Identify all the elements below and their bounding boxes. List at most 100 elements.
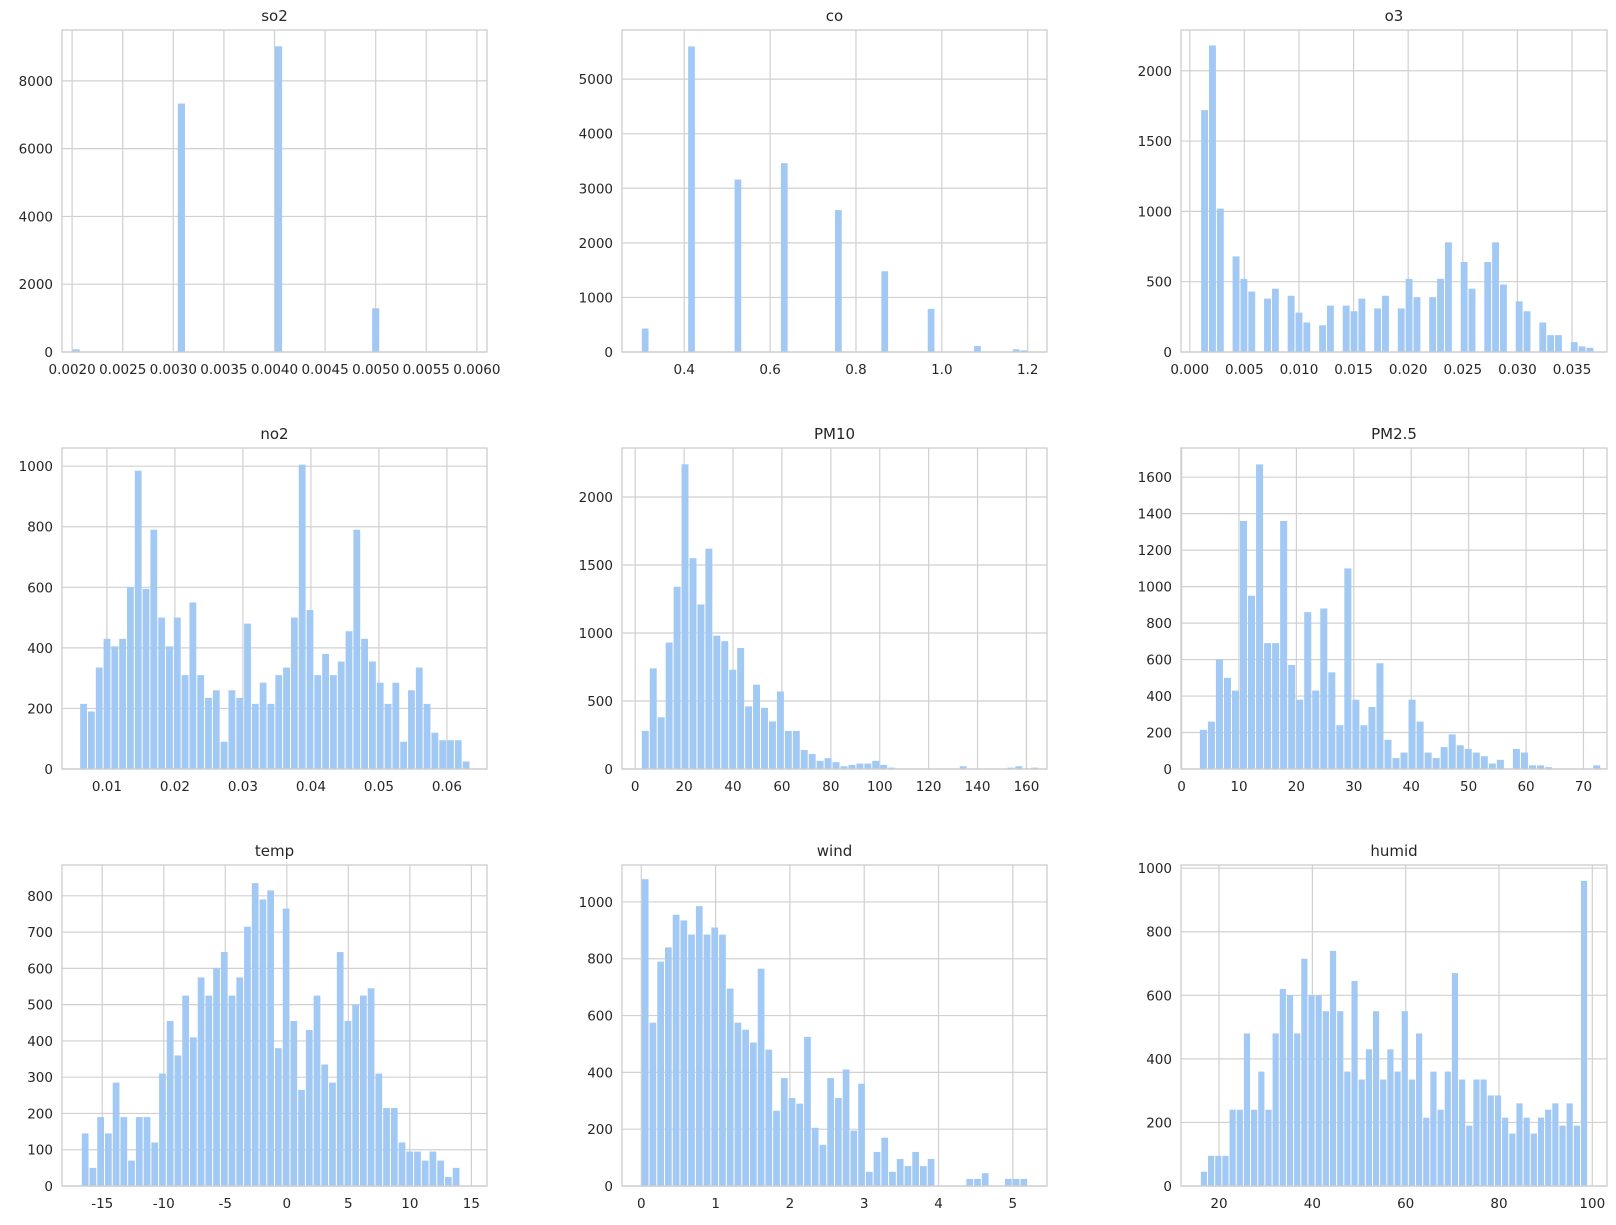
histogram-bar <box>765 1049 773 1186</box>
histogram-bar <box>1264 643 1272 769</box>
histogram-bar <box>1586 347 1594 352</box>
histogram-bar <box>750 1042 757 1186</box>
histogram-bar <box>1223 677 1231 769</box>
histogram-bar <box>1566 1103 1573 1186</box>
histogram-bar <box>452 1167 460 1186</box>
histogram-bar <box>726 988 734 1186</box>
histogram-bar <box>112 1082 120 1186</box>
histogram-bar <box>353 529 361 769</box>
histogram-bar <box>1199 729 1207 769</box>
y-tick-label: 800 <box>587 952 613 968</box>
histogram-bar <box>1408 1079 1416 1186</box>
histogram-bar <box>1279 988 1286 1186</box>
histogram-bar <box>1272 643 1280 769</box>
x-tick-label: 160 <box>1014 779 1040 795</box>
histogram-bar <box>872 760 880 769</box>
histogram-bar <box>665 642 673 769</box>
histogram-bar <box>1488 763 1496 769</box>
histogram-bar <box>205 995 213 1186</box>
histogram-bar <box>1573 1125 1580 1186</box>
histogram-bar <box>423 703 431 769</box>
y-tick-label: 600 <box>1146 653 1172 669</box>
x-tick-label: 0.005 <box>1225 362 1264 378</box>
axes-frame <box>1180 864 1608 1187</box>
x-tick-label: 0 <box>283 1196 292 1212</box>
histogram-bar <box>680 920 688 1186</box>
y-tick-label: 4000 <box>19 209 53 225</box>
histogram-bar <box>1012 1178 1020 1186</box>
histogram-bar <box>119 638 127 769</box>
histogram-bar <box>190 1037 197 1186</box>
histogram-bar <box>1423 1117 1430 1186</box>
histogram-bar <box>1539 322 1547 352</box>
subplot-title: o3 <box>1385 7 1404 25</box>
histogram-bar <box>641 328 649 352</box>
histogram-bar <box>445 1176 452 1186</box>
histogram-bar <box>1444 242 1452 352</box>
y-tick-label: 700 <box>27 925 53 941</box>
x-tick-label: 20 <box>1288 779 1305 795</box>
x-tick-label: 0.02 <box>160 779 190 795</box>
histogram-bar <box>282 908 290 1186</box>
histogram-bar <box>1296 699 1304 769</box>
histogram-bar <box>796 1103 804 1186</box>
histogram-bar <box>641 730 649 769</box>
histogram-bar <box>275 675 283 769</box>
histogram-bar <box>927 308 935 352</box>
x-tick-label: 0.0055 <box>403 362 450 378</box>
histogram-bar <box>713 635 721 769</box>
histogram-bar <box>1326 305 1334 352</box>
histogram-bar <box>824 758 832 769</box>
x-tick-label: 0.0030 <box>150 362 197 378</box>
histogram-bar <box>173 617 181 769</box>
histogram-bar <box>182 995 189 1186</box>
histogram-bar <box>275 46 283 353</box>
histogram-bar <box>189 602 197 769</box>
histogram-bar <box>259 682 267 769</box>
histogram-bar <box>1464 748 1472 769</box>
histogram-bar <box>1229 1109 1236 1186</box>
x-tick-label: -15 <box>91 1196 113 1212</box>
x-tick-label: 2 <box>786 1196 795 1212</box>
histogram-bar <box>1222 1155 1229 1186</box>
x-tick-label: 0.030 <box>1498 362 1537 378</box>
histogram-bar <box>158 617 166 769</box>
histogram-bar <box>321 1064 329 1186</box>
x-tick-label: 40 <box>724 779 741 795</box>
axes-frame <box>61 447 488 770</box>
histogram-bar <box>159 1073 166 1186</box>
histogram-bar <box>197 977 205 1186</box>
histogram-bar <box>850 1130 858 1186</box>
y-tick-label: 200 <box>1146 1115 1172 1131</box>
histogram-bar <box>742 1029 749 1186</box>
histogram-bar <box>383 1108 390 1186</box>
histogram-bar <box>827 1078 834 1186</box>
histogram-bar <box>848 764 856 769</box>
x-tick-label: 60 <box>773 779 790 795</box>
subplot-co: co 0.4 0.6 0.8 1.0 1.2 0 1000 2000 3000 4000 5000 <box>579 7 1048 378</box>
histogram-bar <box>1429 297 1437 352</box>
histogram-bar <box>259 899 267 1186</box>
x-tick-label: 80 <box>1490 1196 1507 1212</box>
y-tick-label: 800 <box>27 520 53 536</box>
histogram-bar <box>1520 752 1528 769</box>
histogram-bar <box>1248 595 1256 769</box>
subplot-title: wind <box>817 842 852 860</box>
histogram-bar <box>1578 346 1586 352</box>
histogram-bar <box>705 548 713 769</box>
histogram-bar <box>1547 335 1555 352</box>
subplot-title: no2 <box>260 425 288 443</box>
histogram-bar <box>1336 725 1344 769</box>
histogram-bar <box>1416 721 1424 769</box>
histogram-bar <box>1303 322 1311 352</box>
histogram-bar <box>1007 767 1015 769</box>
x-tick-label: 0.000 <box>1170 362 1209 378</box>
histogram-bar <box>298 1089 305 1186</box>
histogram-bar <box>1405 278 1413 352</box>
histogram-bar <box>390 1108 398 1186</box>
histogram-bar <box>298 464 306 769</box>
histogram-bar <box>1286 995 1294 1186</box>
